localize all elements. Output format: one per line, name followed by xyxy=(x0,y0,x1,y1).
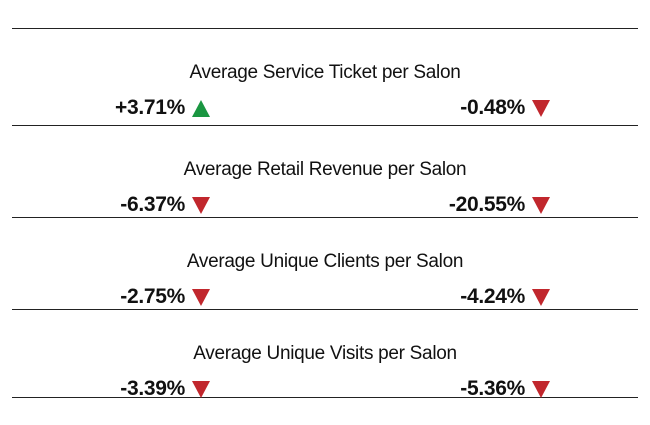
triangle-down-icon xyxy=(192,196,210,214)
percent-change: -2.75% xyxy=(120,285,185,308)
divider xyxy=(12,28,638,29)
percent-change: -4.24% xyxy=(460,285,525,308)
percent-change: -6.37% xyxy=(120,193,185,216)
metric-value-left: -2.75% xyxy=(120,285,210,309)
divider xyxy=(12,397,638,398)
triangle-down-icon xyxy=(532,380,550,398)
metric-title: Average Unique Clients per Salon xyxy=(186,251,464,272)
triangle-down-icon xyxy=(532,288,550,306)
triangle-down-icon xyxy=(192,288,210,306)
metric-value-left: -3.39% xyxy=(120,377,210,401)
percent-change: -20.55% xyxy=(448,193,525,216)
metric-title: Average Service Ticket per Salon xyxy=(189,62,461,83)
metric-section: Average Unique Clients per Salon -2.75% -4… xyxy=(12,227,638,319)
metric-value-right: -0.48% xyxy=(460,96,550,120)
metric-value-right: -4.24% xyxy=(460,285,550,309)
metric-value-left: +3.71% xyxy=(115,96,210,120)
metric-section: Average Unique Visits per Salon -3.39% -5.… xyxy=(12,319,638,411)
percent-change: +3.71% xyxy=(114,96,185,119)
percent-change: -0.48% xyxy=(460,96,525,119)
metric-section: Average Service Ticket per Salon +3.71% -0… xyxy=(12,38,638,130)
triangle-down-icon xyxy=(532,99,550,117)
divider xyxy=(12,309,638,310)
triangle-down-icon xyxy=(192,380,210,398)
divider xyxy=(12,217,638,218)
metric-value-left: -6.37% xyxy=(120,193,210,217)
percent-change: -3.39% xyxy=(120,377,185,400)
metric-title: Average Retail Revenue per Salon xyxy=(183,159,467,180)
metric-value-right: -20.55% xyxy=(449,193,550,217)
divider xyxy=(12,125,638,126)
metric-section: Average Retail Revenue per Salon -6.37% -2… xyxy=(12,135,638,227)
triangle-down-icon xyxy=(532,196,550,214)
percent-change: -5.36% xyxy=(460,377,525,400)
triangle-up-icon xyxy=(192,99,210,117)
metric-value-right: -5.36% xyxy=(460,377,550,401)
metric-title: Average Unique Visits per Salon xyxy=(193,343,457,364)
